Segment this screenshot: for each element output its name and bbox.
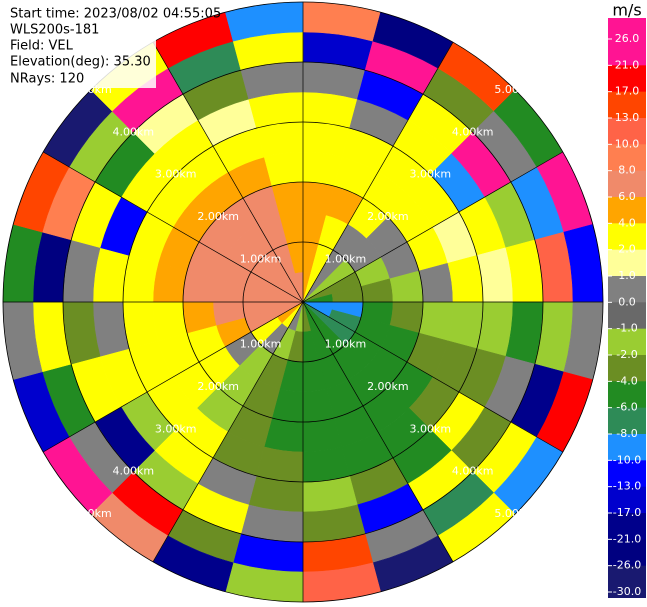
elevation: Elevation(deg): 35.30 <box>10 55 151 70</box>
colorbar-label: -21.0 <box>613 532 641 545</box>
colorbar-label: -13.0 <box>613 480 641 493</box>
colorbar-band <box>608 355 646 382</box>
radial-line <box>302 42 454 303</box>
radial-line <box>43 301 304 453</box>
colorbar-label: -2.0 <box>616 348 637 361</box>
colorbar-band <box>608 197 646 224</box>
range-label: 5.00km <box>494 507 536 520</box>
colorbar-band <box>608 65 646 93</box>
range-label: 2.00km <box>367 380 409 393</box>
colorbar-label: 8.0 <box>618 164 636 177</box>
colorbar-band <box>608 249 646 277</box>
colorbar-band <box>608 381 646 409</box>
field-name: Field: VEL <box>10 39 74 54</box>
range-label: 3.00km <box>155 168 197 181</box>
radial-line <box>302 151 563 303</box>
range-label: 4.00km <box>452 465 494 478</box>
colorbar-label: -1.0 <box>616 322 637 335</box>
range-label: 3.00km <box>409 168 451 181</box>
colorbar-band <box>608 407 646 435</box>
colorbar-label: 13.0 <box>615 111 640 124</box>
colorbar-extension <box>608 18 646 39</box>
colorbar-label: 1.0 <box>618 269 636 282</box>
colorbar-band <box>608 223 646 251</box>
colorbar-band <box>608 460 646 488</box>
range-label: 2.00km <box>197 380 239 393</box>
range-label: 5.00km <box>70 507 112 520</box>
header-box <box>6 4 156 88</box>
range-label: 2.00km <box>197 210 239 223</box>
range-label: 4.00km <box>452 125 494 138</box>
radial-line <box>302 301 454 562</box>
colorbar-label: 10.0 <box>615 137 640 150</box>
colorbar-label: -4.0 <box>616 374 637 387</box>
range-label: 2.00km <box>367 210 409 223</box>
instrument: WLS200s-181 <box>10 23 99 38</box>
colorbar-band <box>608 39 646 66</box>
radial-line <box>302 301 563 453</box>
colorbar-label: 17.0 <box>615 85 640 98</box>
range-ring <box>2 1 604 603</box>
colorbar-band <box>608 486 646 514</box>
colorbar-label: 26.0 <box>615 32 640 45</box>
range-label: 1.00km <box>325 253 367 266</box>
range-label: 5.00km <box>494 83 536 96</box>
colorbar-label: -10.0 <box>613 453 641 466</box>
colorbar-extension <box>608 592 646 598</box>
range-ring <box>182 181 424 423</box>
velocity-cell <box>447 301 484 349</box>
range-ring <box>62 61 544 543</box>
range-label: 3.00km <box>409 422 451 435</box>
radial-line <box>152 301 304 562</box>
range-label: 1.00km <box>240 337 282 350</box>
colorbar-band <box>608 91 646 119</box>
colorbar-label: -30.0 <box>613 585 641 598</box>
velocity-cell <box>256 121 304 158</box>
velocity-cell <box>302 121 350 158</box>
velocity-cell <box>302 446 350 483</box>
range-ring <box>122 121 484 483</box>
field <box>2 1 604 603</box>
colorbar-label: -17.0 <box>613 506 641 519</box>
grid: 1.00km 1.00km 1.00km 1.00km 2.00km 2.00km 2.00… <box>2 1 604 603</box>
colorbar-label: 2.0 <box>618 243 636 256</box>
colorbar-band <box>608 276 646 303</box>
colorbar-label: -8.0 <box>616 427 637 440</box>
colorbar-band <box>608 328 646 356</box>
range-label: 1.00km <box>325 337 367 350</box>
colorbar-label: -26.0 <box>613 559 641 572</box>
velocity-cell <box>122 255 159 303</box>
colorbar-band <box>608 565 646 593</box>
colorbar-band <box>608 170 646 198</box>
range-label: 3.00km <box>155 422 197 435</box>
range-label: 1.00km <box>240 253 282 266</box>
velocity-cell <box>122 301 159 349</box>
radial-line <box>152 42 304 303</box>
range-label: 4.00km <box>113 465 155 478</box>
colorbar-label: 0.0 <box>618 295 636 308</box>
start-time: Start time: 2023/08/02 04:55:05 <box>10 7 221 22</box>
range-ring <box>242 241 364 363</box>
colorbar-label: 4.0 <box>618 216 636 229</box>
colorbar-band <box>608 513 646 540</box>
range-label: 4.00km <box>113 125 155 138</box>
radial-line <box>43 151 304 303</box>
colorbar-band <box>608 434 646 461</box>
colorbar-label: 6.0 <box>618 190 636 203</box>
velocity-cell <box>447 255 484 303</box>
colorbar-band <box>608 302 646 330</box>
colorbar-band <box>608 539 646 567</box>
velocity-cell <box>256 446 304 483</box>
colorbar: 26.0 21.0 17.0 13.0 10.0 8.0 6.0 4.0 2.0 1.0 0.0 -1… <box>608 18 646 598</box>
colorbar-label: -6.0 <box>616 401 637 414</box>
colorbar-label: 21.0 <box>615 58 640 71</box>
nrays: NRays: 120 <box>10 72 84 87</box>
colorbar-unit: m/s <box>612 1 641 20</box>
colorbar-band <box>608 118 646 145</box>
colorbar-band <box>608 144 646 172</box>
